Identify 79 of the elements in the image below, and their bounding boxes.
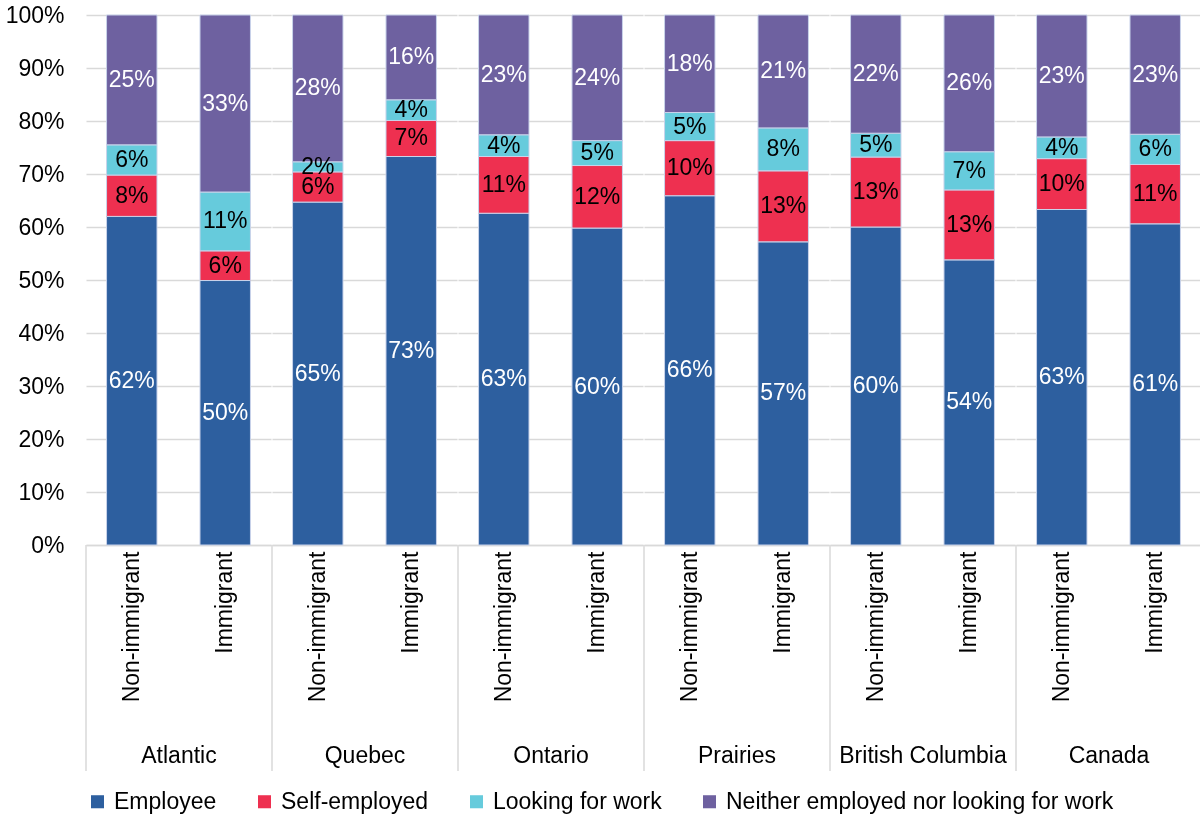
data-label: 28% [294,74,341,101]
data-label: 25% [108,65,155,92]
x-axis-title: Ontario [513,741,589,768]
data-label: 7% [952,156,986,183]
data-label: 4% [394,96,428,123]
data-label: 57% [760,379,807,406]
legend-label: Looking for work [493,787,663,814]
y-tick-label: 90% [18,54,65,81]
y-tick-label: 10% [18,478,65,505]
y-tick-label: 30% [18,372,65,399]
data-label: 21% [760,57,807,84]
data-label: 4% [487,131,521,158]
x-tick-label: Immigrant [583,550,610,654]
x-axis-title: Atlantic [141,741,217,768]
data-label: 60% [574,372,621,399]
y-tick-label: 20% [18,425,65,452]
data-label: 6% [115,145,149,172]
y-tick-label: 100% [5,1,65,28]
y-tick-label: 40% [18,319,65,346]
y-tick-label: 50% [18,266,65,293]
y-tick-label: 0% [31,531,65,558]
data-label: 61% [1132,370,1179,397]
x-axis-title: Prairies [698,741,776,768]
data-label: 13% [852,178,899,205]
x-tick-label: Immigrant [1141,550,1168,654]
x-tick-label: Non-immigrant [303,550,330,703]
data-label: 65% [294,359,341,386]
data-label: 33% [202,89,249,116]
data-label: 11% [203,207,248,234]
data-label: 7% [394,124,428,151]
data-label: 5% [859,131,893,158]
data-label: 16% [388,43,435,70]
data-label: 6% [1138,135,1172,162]
data-label: 63% [1038,363,1085,390]
data-label: 23% [1038,61,1085,88]
data-label: 26% [946,69,993,96]
data-label: 4% [1045,133,1079,160]
data-label: 8% [766,135,800,162]
x-tick-label: Non-immigrant [675,550,702,703]
y-tick-label: 80% [18,107,65,134]
x-tick-label: Immigrant [769,550,796,654]
legend-label: Self-employed [281,787,429,814]
y-tick-label: 60% [18,213,65,240]
data-label: 60% [852,372,899,398]
data-label: 10% [666,154,713,181]
data-label: 13% [760,192,807,219]
x-tick-label: Non-immigrant [489,550,516,703]
data-label: 13% [946,210,993,237]
data-label: 50% [202,398,249,425]
x-tick-label: Non-immigrant [861,550,888,703]
legend-label: Employee [114,787,217,814]
data-label: 18% [666,49,713,76]
data-label: 11% [1133,180,1178,207]
x-axis-title: British Columbia [839,741,1007,768]
x-tick-label: Non-immigrant [1047,550,1074,703]
data-label: 73% [388,336,435,363]
data-label: 10% [1038,170,1085,197]
x-tick-label: Immigrant [211,550,238,654]
x-axis-title: Canada [1068,741,1150,768]
legend-label: Neither employed nor looking for work [726,787,1114,814]
data-label: 66% [666,356,713,383]
data-label: 5% [673,112,707,139]
y-tick-label: 70% [18,160,65,187]
data-label: 23% [480,60,527,87]
x-axis-title: Quebec [324,741,406,768]
data-label: 62% [108,366,155,393]
data-label: 8% [115,181,149,208]
data-label: 6% [208,251,242,278]
data-label: 24% [574,63,621,90]
data-label: 54% [946,388,993,415]
data-label: 63% [480,365,527,392]
data-label: 11% [481,170,526,197]
x-tick-label: Immigrant [955,550,982,654]
x-tick-label: Non-immigrant [117,550,144,703]
data-label: 5% [580,139,614,166]
x-tick-label: Immigrant [397,550,424,654]
data-label: 23% [1132,60,1179,87]
data-label: 22% [852,60,899,87]
data-label: 12% [574,182,621,209]
